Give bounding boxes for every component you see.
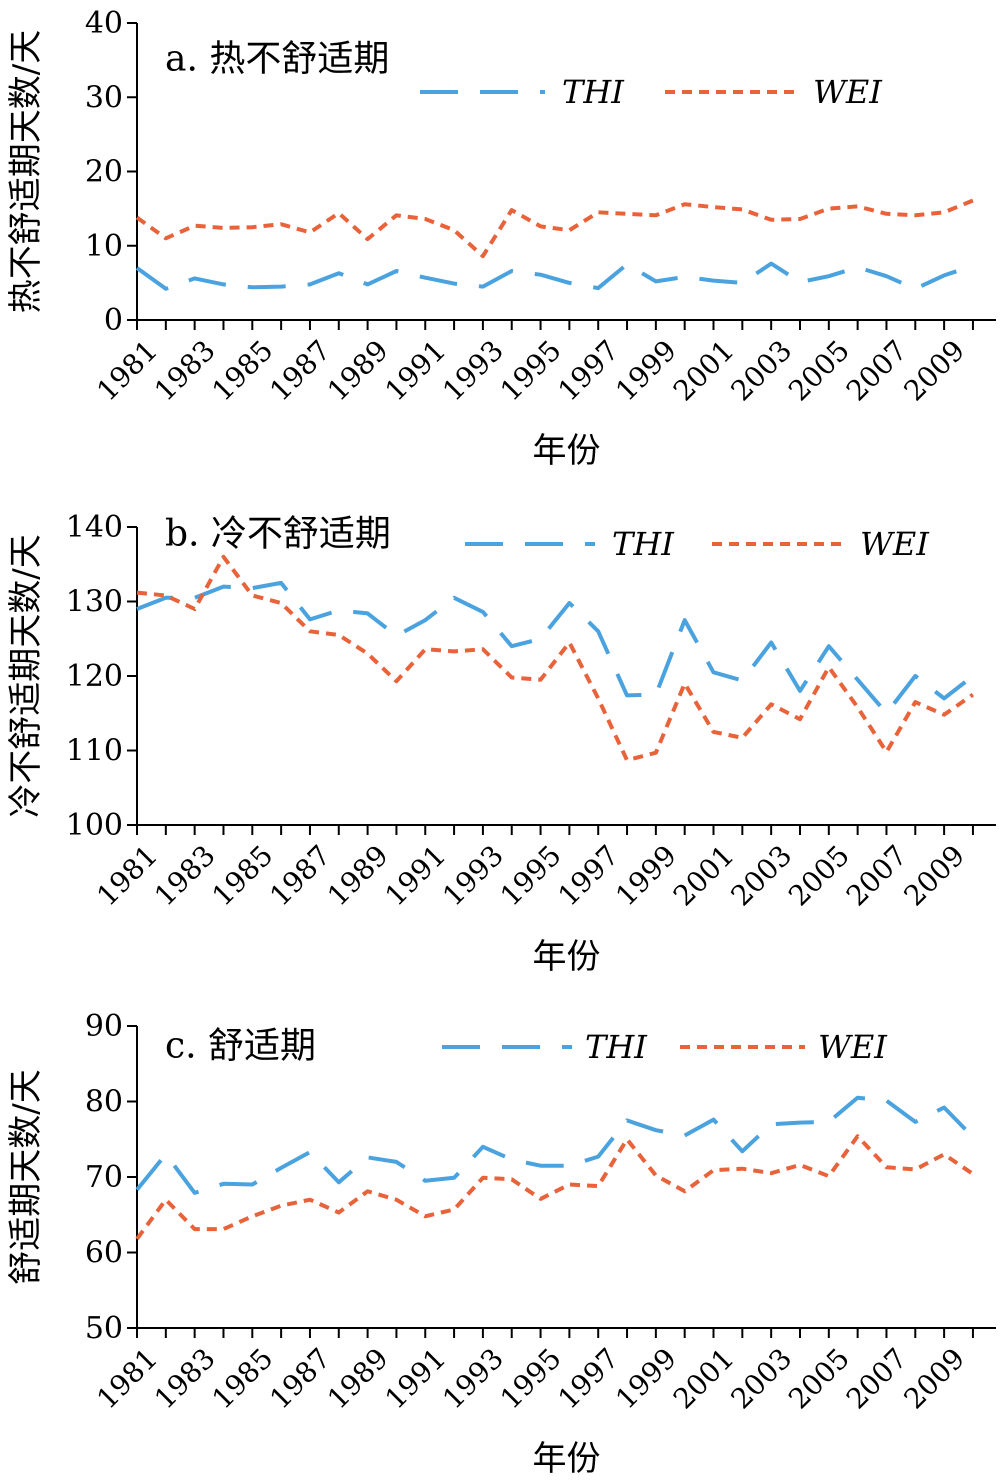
x-tick-label: 1987 [263, 334, 337, 408]
x-tick-label: 2003 [725, 1342, 799, 1416]
legend-label-wei: WEI [860, 525, 930, 563]
x-tick-label: 2009 [897, 839, 971, 913]
series-line-thi [136, 580, 975, 716]
x-tick-label: 1997 [552, 839, 626, 913]
x-tick-label: 2001 [667, 1342, 741, 1416]
x-tick-label: 2007 [840, 839, 914, 913]
x-tick-label: 1989 [321, 334, 395, 408]
y-tick-label: 80 [85, 1085, 123, 1120]
x-tick-label: 2007 [840, 334, 914, 408]
y-tick-label: 140 [66, 510, 123, 545]
x-tick-label: 1993 [436, 839, 510, 913]
x-tick-label: 1999 [609, 1342, 683, 1416]
x-tick-label: 2005 [782, 1342, 856, 1416]
panel-a: 0102030401981198319851987198919911993199… [6, 6, 996, 471]
x-tick-label: 1997 [552, 1342, 626, 1416]
legend-label-thi: THI [612, 525, 675, 563]
x-tick-label: 1991 [379, 1342, 453, 1416]
series-line-wei [136, 554, 975, 763]
legend-label-wei: WEI [813, 73, 883, 111]
x-tick-label: 1989 [321, 839, 395, 913]
y-axis-title: 冷不舒适期天数/天 [6, 534, 46, 817]
y-tick-label: 10 [85, 229, 123, 264]
series-line-wei [135, 198, 974, 259]
panel-title: a. 热不舒适期 [165, 39, 389, 80]
x-tick-label: 1987 [263, 1342, 337, 1416]
x-axis-title: 年份 [533, 1439, 601, 1479]
x-tick-label: 2005 [782, 334, 856, 408]
y-tick-label: 60 [85, 1236, 123, 1271]
x-tick-label: 1983 [148, 1342, 222, 1416]
y-tick-label: 110 [66, 734, 123, 769]
x-tick-label: 2001 [667, 839, 741, 913]
y-tick-label: 130 [66, 585, 123, 620]
x-tick-label: 2001 [667, 334, 741, 408]
y-tick-label: 40 [85, 6, 123, 41]
panel-c: 5060708090198119831985198719891991199319… [6, 1009, 996, 1479]
x-tick-label: 1999 [609, 334, 683, 408]
y-tick-label: 120 [66, 659, 123, 694]
panel-b: 1001101201301401981198319851987198919911… [6, 510, 996, 977]
y-tick-label: 20 [85, 155, 123, 190]
x-tick-label: 2003 [725, 839, 799, 913]
x-tick-label: 1981 [90, 1342, 164, 1416]
y-axis-title: 舒适期天数/天 [6, 1069, 46, 1284]
series-line-thi [135, 261, 974, 291]
x-axis-title: 年份 [533, 431, 601, 471]
x-tick-label: 1989 [321, 1342, 395, 1416]
panel-title: b. 冷不舒适期 [165, 514, 391, 555]
x-tick-label: 1981 [90, 334, 164, 408]
x-tick-label: 1981 [90, 839, 164, 913]
legend-label-thi: THI [562, 73, 625, 111]
panel-title: c. 舒适期 [165, 1026, 316, 1067]
x-tick-label: 1991 [379, 334, 453, 408]
x-tick-label: 2005 [782, 839, 856, 913]
x-tick-label: 1999 [609, 839, 683, 913]
x-tick-label: 1995 [494, 1342, 568, 1416]
legend-label-thi: THI [585, 1028, 648, 1066]
x-tick-label: 2009 [897, 334, 971, 408]
x-tick-label: 1993 [436, 1342, 510, 1416]
x-tick-label: 1985 [206, 839, 280, 913]
x-tick-label: 2009 [897, 1342, 971, 1416]
x-tick-label: 2007 [840, 1342, 914, 1416]
y-tick-label: 90 [85, 1009, 123, 1044]
x-axis-title: 年份 [533, 937, 601, 977]
y-tick-label: 30 [85, 80, 123, 115]
x-tick-label: 1985 [206, 1342, 280, 1416]
y-tick-label: 50 [85, 1311, 123, 1346]
x-tick-label: 1993 [436, 334, 510, 408]
y-tick-label: 70 [85, 1160, 123, 1195]
y-axis-title: 热不舒适期天数/天 [6, 30, 46, 313]
series-line-thi [135, 1095, 975, 1195]
x-tick-label: 1985 [206, 334, 280, 408]
x-tick-label: 2003 [725, 334, 799, 408]
x-tick-label: 1987 [263, 839, 337, 913]
y-tick-label: 100 [66, 808, 123, 843]
x-tick-label: 1995 [494, 839, 568, 913]
x-tick-label: 1997 [552, 334, 626, 408]
series-line-wei [135, 1134, 975, 1241]
x-tick-label: 1991 [379, 839, 453, 913]
x-tick-label: 1995 [494, 334, 568, 408]
x-tick-label: 1983 [148, 334, 222, 408]
legend-label-wei: WEI [818, 1028, 888, 1066]
y-tick-label: 0 [104, 303, 123, 338]
x-tick-label: 1983 [148, 839, 222, 913]
